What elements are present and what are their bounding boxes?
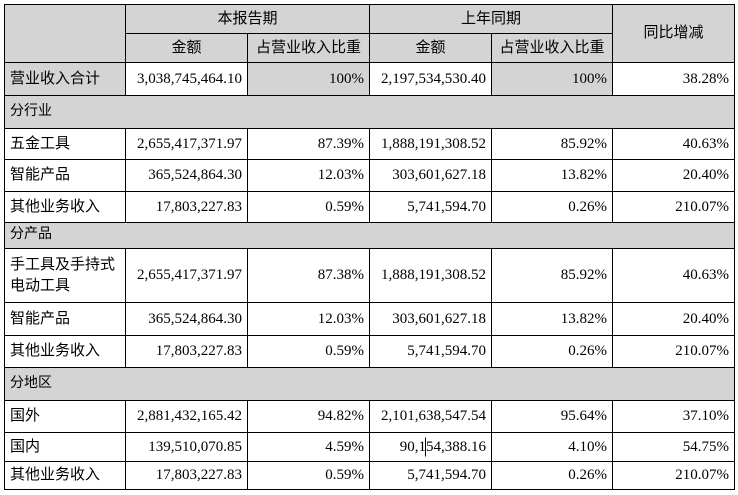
cell-prior-amount[interactable]: 2,101,638,547.54 <box>369 400 493 433</box>
cell-current-amount[interactable]: 2,881,432,165.42 <box>125 400 248 433</box>
row-label[interactable]: 其他业务收入 <box>4 191 126 223</box>
cell-yoy[interactable]: 37.10% <box>612 400 736 433</box>
cell-prior-ratio[interactable]: 100% <box>491 62 614 96</box>
header-row-2: 金额 占营业收入比重 金额 占营业收入比重 <box>5 33 735 63</box>
header-yoy[interactable]: 同比增减 <box>612 4 736 63</box>
header-amount-current[interactable]: 金额 <box>125 33 248 63</box>
cell-prior-ratio[interactable]: 13.82% <box>491 159 614 192</box>
cell-current-amount[interactable]: 365,524,864.30 <box>125 302 248 336</box>
cell-current-ratio[interactable]: 0.59% <box>246 335 371 368</box>
cell-current-amount[interactable]: 2,655,417,371.97 <box>125 248 248 303</box>
cell-yoy[interactable]: 54.75% <box>612 432 736 462</box>
cell-yoy[interactable]: 210.07% <box>612 335 736 368</box>
cell-prior-amount[interactable]: 2,197,534,530.40 <box>369 62 493 96</box>
cell-current-ratio[interactable]: 94.82% <box>246 400 371 433</box>
cell-prior-amount[interactable]: 5,741,594.70 <box>369 461 493 490</box>
revenue-breakdown-table: 本报告期 上年同期 同比增减 金额 占营业收入比重 金额 占营业收入比重 营业收… <box>3 4 736 490</box>
cell-prior-ratio[interactable]: 85.92% <box>491 128 614 160</box>
row-label[interactable]: 国外 <box>4 400 126 433</box>
cell-prior-amount[interactable]: 303,601,627.18 <box>369 302 493 336</box>
table-row: 国内 139,510,070.85 4.59% 90,154,388.16 4.… <box>4 432 736 462</box>
cell-current-ratio[interactable]: 0.59% <box>246 191 371 223</box>
cell-current-ratio[interactable]: 87.39% <box>246 128 371 160</box>
header-row-1: 本报告期 上年同期 同比增减 <box>4 4 736 63</box>
cell-prior-amount[interactable]: 5,741,594.70 <box>369 191 493 223</box>
cell-current-amount[interactable]: 3,038,745,464.10 <box>125 62 248 96</box>
cell-yoy[interactable]: 40.63% <box>612 128 736 160</box>
cell-current-amount[interactable]: 2,655,417,371.97 <box>125 128 248 160</box>
header-period-current[interactable]: 本报告期 <box>124 4 371 34</box>
row-label[interactable]: 五金工具 <box>4 128 126 160</box>
row-label[interactable]: 智能产品 <box>4 159 126 192</box>
text-caret <box>425 437 427 457</box>
section-label[interactable]: 分地区 <box>3 367 736 401</box>
cell-current-amount[interactable]: 17,803,227.83 <box>125 335 248 368</box>
section-row-product: 分产品 <box>3 222 736 249</box>
row-label[interactable]: 其他业务收入 <box>4 335 126 368</box>
cell-current-ratio[interactable]: 0.59% <box>246 461 371 490</box>
cell-prior-amount[interactable]: 1,888,191,308.52 <box>369 128 493 160</box>
cell-current-ratio[interactable]: 12.03% <box>246 302 371 336</box>
header-ratio-current[interactable]: 占营业收入比重 <box>246 33 371 63</box>
table-row: 国外 2,881,432,165.42 94.82% 2,101,638,547… <box>4 400 736 433</box>
corner-cell[interactable] <box>4 4 126 63</box>
header-amount-prior[interactable]: 金额 <box>369 33 493 63</box>
cell-prior-amount[interactable]: 1,888,191,308.52 <box>369 248 493 303</box>
section-row-region: 分地区 <box>3 367 736 401</box>
cell-prior-amount[interactable]: 90,154,388.16 <box>369 432 493 462</box>
cell-current-amount[interactable]: 139,510,070.85 <box>125 432 248 462</box>
cell-prior-amount[interactable]: 5,741,594.70 <box>369 335 493 368</box>
table-row: 智能产品 365,524,864.30 12.03% 303,601,627.1… <box>4 159 736 192</box>
cell-current-ratio[interactable]: 12.03% <box>246 159 371 192</box>
table-row: 智能产品 365,524,864.30 12.03% 303,601,627.1… <box>4 302 736 336</box>
cell-prior-ratio[interactable]: 13.82% <box>491 302 614 336</box>
table-row-total: 营业收入合计 3,038,745,464.10 100% 2,197,534,5… <box>4 62 736 96</box>
header-ratio-prior[interactable]: 占营业收入比重 <box>491 33 614 63</box>
cell-prior-ratio[interactable]: 95.64% <box>491 400 614 433</box>
section-label[interactable]: 分产品 <box>3 222 736 249</box>
cell-prior-ratio[interactable]: 4.10% <box>491 432 614 462</box>
section-row-industry: 分行业 <box>3 95 736 129</box>
cell-current-amount[interactable]: 17,803,227.83 <box>125 461 248 490</box>
cell-yoy[interactable]: 20.40% <box>612 159 736 192</box>
cell-yoy[interactable]: 38.28% <box>612 62 736 96</box>
cell-prior-ratio[interactable]: 85.92% <box>491 248 614 303</box>
cell-yoy[interactable]: 210.07% <box>612 461 736 490</box>
cell-current-amount[interactable]: 365,524,864.30 <box>125 159 248 192</box>
cell-value: 90,154,388.16 <box>399 438 487 455</box>
cell-yoy[interactable]: 210.07% <box>612 191 736 223</box>
cell-prior-ratio[interactable]: 0.26% <box>491 191 614 223</box>
row-label[interactable]: 其他业务收入 <box>4 461 126 490</box>
cell-yoy[interactable]: 40.63% <box>612 248 736 303</box>
table-row: 其他业务收入 17,803,227.83 0.59% 5,741,594.70 … <box>4 191 736 223</box>
row-label[interactable]: 智能产品 <box>4 302 126 336</box>
row-label[interactable]: 国内 <box>4 432 126 462</box>
table-row: 其他业务收入 17,803,227.83 0.59% 5,741,594.70 … <box>4 335 736 368</box>
table-row: 其他业务收入 17,803,227.83 0.59% 5,741,594.70 … <box>4 461 736 490</box>
header-period-prior[interactable]: 上年同期 <box>369 4 614 34</box>
section-label[interactable]: 分行业 <box>3 95 736 129</box>
cell-current-ratio[interactable]: 4.59% <box>246 432 371 462</box>
table-row: 五金工具 2,655,417,371.97 87.39% 1,888,191,3… <box>4 128 736 160</box>
row-label[interactable]: 手工具及手持式电动工具 <box>4 248 126 303</box>
table-row: 手工具及手持式电动工具 2,655,417,371.97 87.38% 1,88… <box>4 248 736 303</box>
row-label[interactable]: 营业收入合计 <box>4 62 126 96</box>
cell-yoy[interactable]: 20.40% <box>612 302 736 336</box>
cell-prior-ratio[interactable]: 0.26% <box>491 461 614 490</box>
cell-current-ratio[interactable]: 100% <box>246 62 371 96</box>
cell-current-amount[interactable]: 17,803,227.83 <box>125 191 248 223</box>
cell-current-ratio[interactable]: 87.38% <box>246 248 371 303</box>
cell-prior-ratio[interactable]: 0.26% <box>491 335 614 368</box>
cell-prior-amount[interactable]: 303,601,627.18 <box>369 159 493 192</box>
